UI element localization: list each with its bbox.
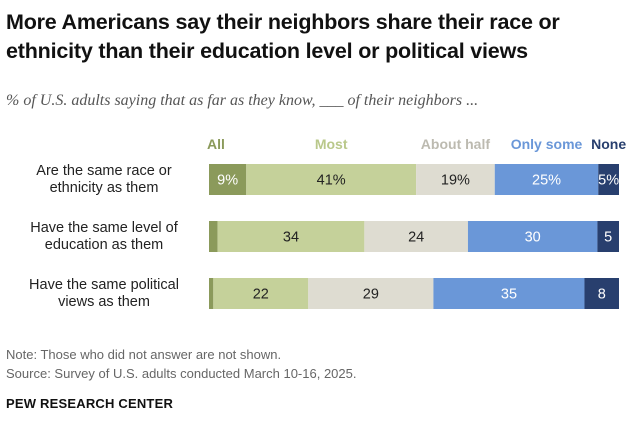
bar-segment-most <box>246 164 417 195</box>
data-label: 19% <box>441 173 470 189</box>
data-label: 5% <box>598 173 619 189</box>
bar-segment-most <box>213 278 309 309</box>
category-label-line: Have the same level of <box>30 220 178 236</box>
data-label: 9% <box>217 173 238 189</box>
category-label: Have the same level of education as them <box>30 220 178 253</box>
brand-name: PEW RESEARCH CENTER <box>6 396 174 411</box>
bar-segment-all <box>209 164 247 195</box>
bar-segment-about-half <box>416 164 495 195</box>
bar-segment-none <box>597 221 619 252</box>
category-label-line: views as them <box>58 294 150 310</box>
legend-label-about-half: About half <box>421 136 491 152</box>
bar-segment-all <box>209 221 218 252</box>
data-label: 35 <box>501 287 517 303</box>
data-label: 8 <box>598 287 606 303</box>
category-label-line: ethnicity as them <box>50 180 159 196</box>
category-label-line: Have the same political <box>29 277 179 293</box>
data-label: 30 <box>525 230 541 246</box>
bar-segment-only-some <box>494 164 599 195</box>
data-label: 29 <box>363 287 379 303</box>
category-label: Are the same race or ethnicity as them <box>36 163 172 196</box>
legend-label-none: None <box>591 136 626 152</box>
chart-note: Note: Those who did not answer are not s… <box>6 347 282 362</box>
chart-subtitle: % of U.S. adults saying that as far as t… <box>6 92 479 109</box>
category-label-line: Are the same race or <box>36 163 172 179</box>
category-label: Have the same political views as them <box>29 277 179 310</box>
legend-label-all: All <box>207 136 225 152</box>
data-label: 41% <box>317 173 346 189</box>
bar-segment-none <box>598 164 619 195</box>
stacked-bar-chart: All Most About half Only some None Are the sa… <box>29 136 626 310</box>
data-label: 22 <box>253 287 269 303</box>
bar-segment-only-some <box>433 278 585 309</box>
data-label: 34 <box>283 230 299 246</box>
bar-segment-only-some <box>467 221 598 252</box>
bar-segment-all <box>209 278 214 309</box>
bar-segment-most <box>217 221 365 252</box>
chart-source: Source: Survey of U.S. adults conducted … <box>6 366 357 381</box>
bar-segment-about-half <box>364 221 468 252</box>
data-label: 25% <box>532 173 561 189</box>
chart-title: More Americans say their neighbors share… <box>6 10 560 63</box>
bar-segment-about-half <box>308 278 434 309</box>
legend-label-most: Most <box>315 136 348 152</box>
legend-label-only-some: Only some <box>511 136 583 152</box>
bar-segment-none <box>584 278 619 309</box>
data-label: 5 <box>604 230 612 246</box>
data-label: 24 <box>408 230 424 246</box>
category-label-line: education as them <box>45 237 164 253</box>
